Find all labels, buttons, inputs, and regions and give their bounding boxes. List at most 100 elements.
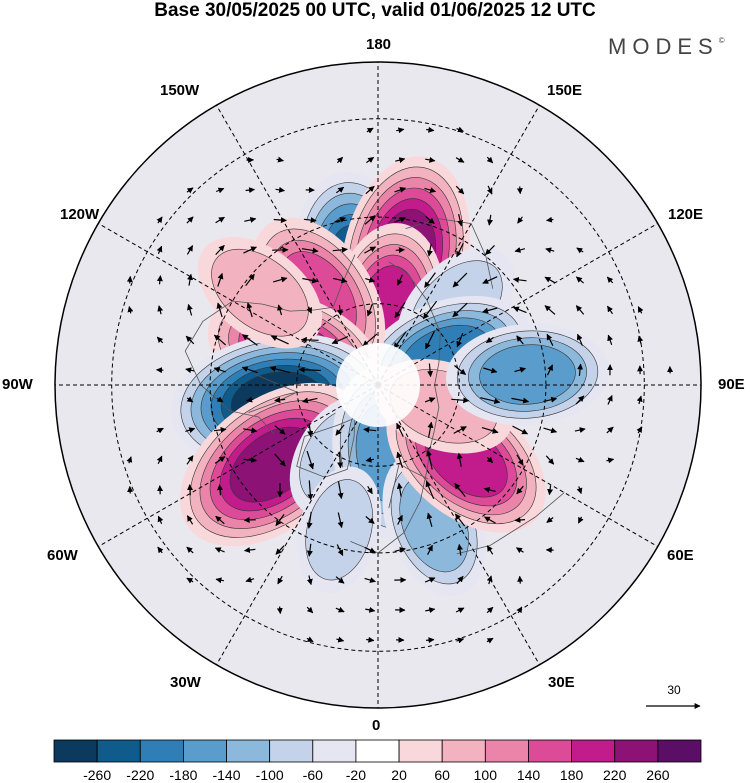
wind-vector <box>396 482 403 497</box>
wind-vector <box>273 276 288 283</box>
wind-vector <box>576 333 583 346</box>
wind-vector <box>215 187 225 194</box>
wind-vector <box>482 307 498 314</box>
wind-vector <box>483 367 498 374</box>
reference-vector-label: 30 <box>667 683 681 697</box>
wind-vector <box>336 156 344 164</box>
wind-vector <box>577 363 584 376</box>
wind-vector <box>156 245 163 254</box>
wind-vector <box>243 246 258 254</box>
wind-vector <box>186 187 194 194</box>
wind-vector <box>213 334 226 346</box>
wind-vector <box>514 247 526 253</box>
colorbar-swatch <box>571 739 616 763</box>
wind-vector <box>156 427 164 434</box>
wind-vector <box>516 606 523 614</box>
lon-label-150w: 150W <box>160 82 200 99</box>
colorbar-swatch <box>226 739 271 763</box>
wind-vector <box>516 454 524 466</box>
wind-vector <box>245 576 255 583</box>
wind-vector <box>574 427 586 433</box>
wind-vector <box>335 576 345 584</box>
wind-vector <box>217 484 223 496</box>
wind-vector <box>606 276 614 284</box>
wind-vector <box>157 305 164 315</box>
wind-vector <box>307 480 314 501</box>
wind-vector <box>455 185 465 195</box>
wind-vector <box>157 515 164 525</box>
wind-vector <box>126 275 133 284</box>
wind-vector <box>486 156 494 164</box>
wind-vector <box>424 577 436 583</box>
lon-label-30w: 30W <box>170 674 201 691</box>
wind-vector <box>483 486 496 493</box>
wind-vector <box>186 546 194 554</box>
colorbar-tick-label: 60 <box>434 767 450 783</box>
wind-vector <box>606 457 615 464</box>
wind-vector <box>273 217 287 224</box>
wind-vector <box>244 547 256 553</box>
wind-vector <box>452 272 468 288</box>
wind-vector <box>331 336 349 344</box>
coastline <box>388 261 441 433</box>
wind-vector <box>335 606 345 613</box>
colorbar-tick-label: 220 <box>603 767 627 783</box>
wind-vector <box>365 516 375 524</box>
wind-vector <box>456 637 465 644</box>
wind-vector <box>576 247 584 254</box>
wind-vector <box>365 606 376 613</box>
wind-vector <box>243 427 258 434</box>
wind-vector <box>306 450 315 470</box>
wind-vector <box>246 302 253 318</box>
wind-vector <box>213 366 226 373</box>
colorbar-tick-label: 180 <box>559 767 584 783</box>
wind-vector <box>517 575 524 584</box>
wind-vector <box>425 156 436 163</box>
coastline <box>405 218 494 289</box>
meridian-line <box>98 384 379 547</box>
wind-vector <box>186 515 194 525</box>
graticule <box>55 62 701 708</box>
wind-vector <box>365 185 375 195</box>
wind-vector <box>424 272 436 288</box>
wind-vector <box>157 546 164 554</box>
wind-vector <box>607 394 613 405</box>
wind-vector <box>545 247 555 254</box>
wind-vector <box>156 336 164 344</box>
wind-vector <box>606 426 614 434</box>
wind-vector <box>546 216 554 223</box>
meridian-line <box>377 384 540 665</box>
wind-vector <box>422 300 438 320</box>
colorbar-swatch <box>312 739 357 763</box>
wind-vector <box>636 426 643 434</box>
wind-vector <box>517 216 524 224</box>
wind-vector <box>215 577 225 584</box>
wind-vector <box>337 481 344 500</box>
wind-vector <box>427 363 434 378</box>
wind-vector <box>366 485 373 495</box>
wind-vector <box>455 156 465 163</box>
colorbar <box>53 739 702 763</box>
wind-vector <box>241 366 258 374</box>
wind-vector <box>127 306 134 314</box>
wind-vector <box>426 243 433 257</box>
wind-vector <box>424 397 436 403</box>
colorbar-tick-label: -260 <box>83 767 112 783</box>
colorbar-swatch <box>484 739 529 763</box>
wind-vector <box>186 396 194 403</box>
wind-vector <box>577 516 584 524</box>
wind-vector <box>126 456 133 464</box>
wind-vector <box>187 273 194 286</box>
wind-vector <box>546 333 554 346</box>
wind-vector <box>156 455 163 465</box>
wind-vector <box>245 273 255 287</box>
wind-vector <box>214 547 225 553</box>
wind-vector <box>426 126 435 133</box>
wind-vector <box>276 606 283 615</box>
wind-vector <box>636 395 643 405</box>
wind-vector <box>514 367 527 373</box>
meridian-line <box>98 223 379 386</box>
wind-vector <box>364 546 376 554</box>
wind-vector <box>512 425 529 435</box>
wind-vector <box>300 336 319 343</box>
